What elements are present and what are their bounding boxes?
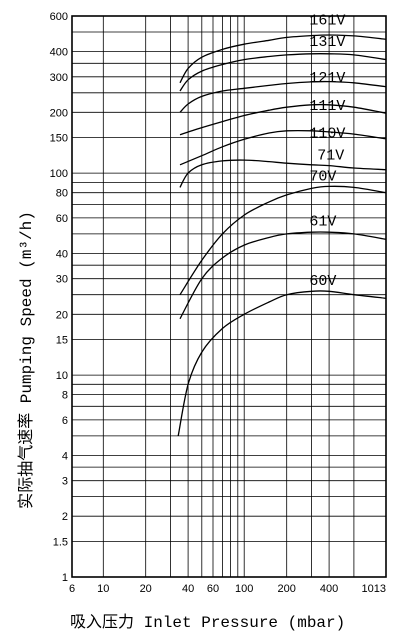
y-tick-label: 3 <box>62 476 68 488</box>
series-label: 60V <box>309 273 336 290</box>
y-axis-title: 实际抽气速率 Pumping Speed (m³/h) <box>17 211 36 509</box>
y-tick-label: 600 <box>50 11 68 23</box>
x-tick-label: 100 <box>235 583 253 595</box>
y-tick-label: 20 <box>56 309 68 321</box>
x-axis-title: 吸入压力 Inlet Pressure (mbar) <box>70 613 345 632</box>
series-line <box>179 103 387 136</box>
x-tick-label: 400 <box>320 583 338 595</box>
x-tick-label: 60 <box>207 583 219 595</box>
series-70v: 70V <box>179 168 387 296</box>
y-tick-label: 8 <box>62 390 68 402</box>
series-161v: 161V <box>179 12 387 84</box>
x-tick-label: 20 <box>140 583 152 595</box>
series-line <box>177 290 387 437</box>
y-tick-label: 15 <box>56 335 68 347</box>
series-group: 161V 131V 121V 111V 110V 71V 70V 61V 60V <box>177 12 387 437</box>
series-line <box>179 80 387 113</box>
x-tick-label: 10 <box>97 583 109 595</box>
series-label: 71V <box>317 147 344 164</box>
y-tick-label: 6 <box>62 415 68 427</box>
y-tick-label: 1 <box>62 572 68 584</box>
series-71v: 71V <box>179 147 387 188</box>
y-tick-label: 150 <box>50 133 68 145</box>
x-tick-label: 200 <box>278 583 296 595</box>
plot-frame <box>71 15 387 578</box>
series-121v: 121V <box>179 70 387 113</box>
series-61v: 61V <box>179 214 387 320</box>
y-tick-label: 100 <box>50 168 68 180</box>
y-tick-label: 200 <box>50 107 68 119</box>
series-line <box>179 34 387 84</box>
series-line <box>179 53 387 92</box>
series-label: 161V <box>309 12 345 29</box>
y-tick-label: 30 <box>56 274 68 286</box>
y-tick-label: 60 <box>56 213 68 225</box>
y-tick-label: 40 <box>56 249 68 261</box>
series-line <box>179 231 387 320</box>
series-label: 121V <box>309 70 345 87</box>
series-110v: 110V <box>179 126 387 166</box>
grid <box>71 15 387 578</box>
series-line <box>179 159 387 188</box>
series-line <box>179 129 387 166</box>
x-tick-label: 6 <box>69 583 75 595</box>
series-label: 61V <box>309 214 336 231</box>
y-tick-label: 400 <box>50 47 68 59</box>
series-60v: 60V <box>177 273 387 437</box>
x-tick-label: 40 <box>182 583 194 595</box>
x-tick-label: 1013 <box>362 583 386 595</box>
plot-border <box>71 15 387 578</box>
tick-labels: 1 1.5 2 3 4 6 8 10 15 20 30 40 60 80 100 150 200 300 400 60… <box>50 11 386 595</box>
y-tick-label: 300 <box>50 72 68 84</box>
y-tick-label: 4 <box>62 450 68 462</box>
series-label: 70V <box>309 168 336 185</box>
series-131v: 131V <box>179 34 387 92</box>
series-label: 111V <box>309 98 345 115</box>
y-tick-label: 1.5 <box>53 536 68 548</box>
series-label: 110V <box>309 126 345 143</box>
series-111v: 111V <box>179 98 387 136</box>
y-tick-label: 10 <box>56 370 68 382</box>
y-tick-label: 80 <box>56 188 68 200</box>
series-label: 131V <box>309 34 345 51</box>
y-tick-label: 2 <box>62 511 68 523</box>
series-line <box>179 185 387 296</box>
